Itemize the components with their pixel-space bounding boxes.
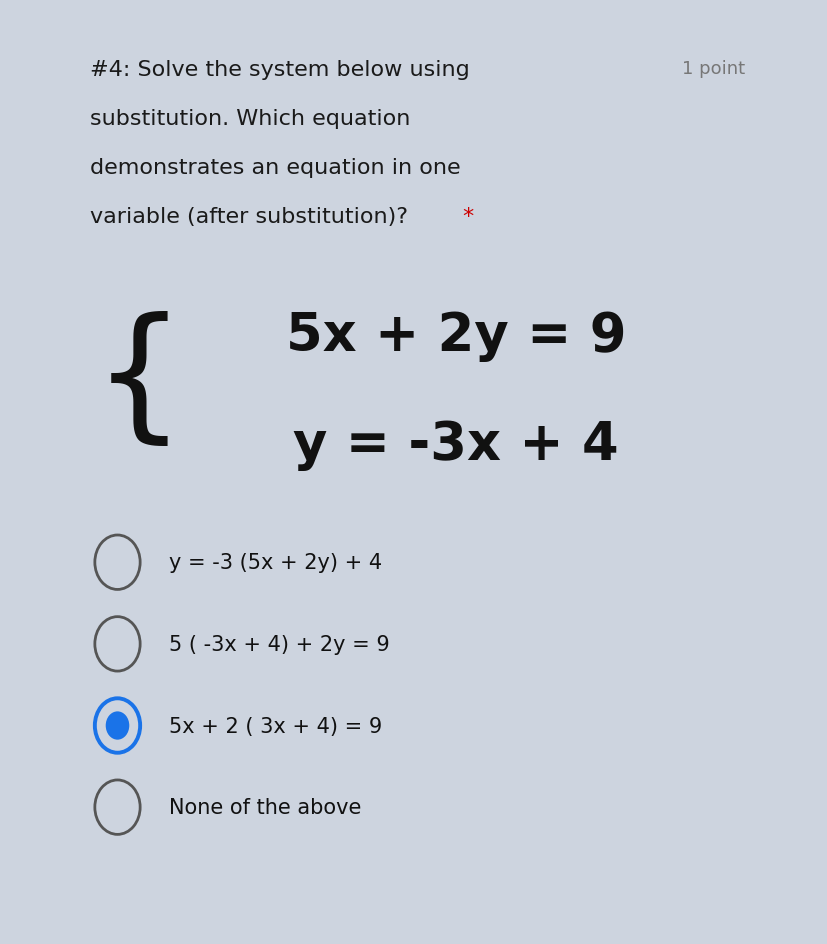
- Text: demonstrates an equation in one: demonstrates an equation in one: [89, 158, 460, 177]
- Text: 5x + 2 ( 3x + 4) = 9: 5x + 2 ( 3x + 4) = 9: [169, 716, 381, 735]
- Text: y = -3 (5x + 2y) + 4: y = -3 (5x + 2y) + 4: [169, 552, 381, 573]
- Text: 1 point: 1 point: [681, 59, 744, 77]
- Text: *: *: [461, 207, 472, 227]
- Text: {: {: [92, 311, 184, 452]
- Text: variable (after substitution)?: variable (after substitution)?: [89, 207, 414, 227]
- Text: y = -3x + 4: y = -3x + 4: [293, 419, 618, 471]
- Text: #4: Solve the system below using: #4: Solve the system below using: [89, 59, 469, 79]
- Text: substitution. Which equation: substitution. Which equation: [89, 109, 409, 128]
- Text: 5 ( -3x + 4) + 2y = 9: 5 ( -3x + 4) + 2y = 9: [169, 634, 390, 654]
- Circle shape: [106, 712, 129, 740]
- Text: 5x + 2y = 9: 5x + 2y = 9: [285, 310, 625, 362]
- Text: None of the above: None of the above: [169, 798, 361, 818]
